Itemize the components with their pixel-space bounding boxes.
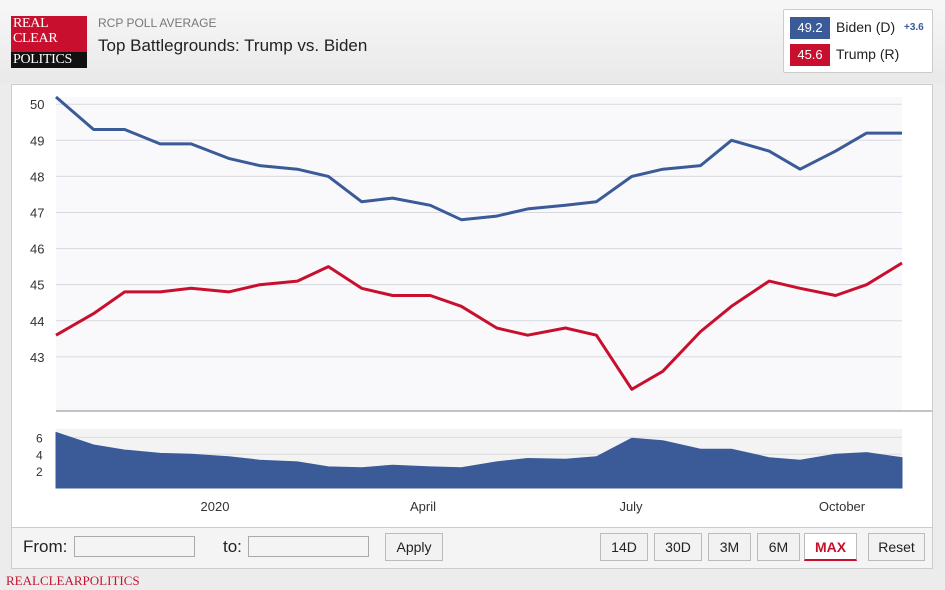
trump-line[interactable] [55, 261, 903, 391]
logo-black-bar: POLITICS [11, 52, 87, 68]
x-tick-label: October [819, 499, 866, 514]
legend-trump[interactable]: 45.6 Trump (R) [790, 44, 930, 66]
nav-y-tick-label: 6 [36, 431, 43, 445]
chart-header: REAL CLEAR POLITICS RCP POLL AVERAGE Top… [0, 0, 945, 83]
legend-biden[interactable]: 49.2 Biden (D) +3.6 [790, 17, 930, 39]
x-tick-label: April [410, 499, 436, 514]
x-tick-label: July [619, 499, 643, 514]
nav-y-tick-label: 4 [36, 448, 43, 462]
biden-value-badge: 49.2 [790, 17, 830, 39]
range-30d-button[interactable]: 30D [654, 533, 702, 561]
to-date-input[interactable] [248, 536, 369, 557]
spread-area[interactable] [55, 431, 903, 489]
x-tick-label: 2020 [201, 499, 230, 514]
biden-line[interactable] [55, 95, 902, 222]
y-tick-label: 44 [30, 314, 44, 329]
chart-subtitle: RCP POLL AVERAGE [98, 16, 217, 30]
y-tick-label: 46 [30, 242, 44, 257]
y-tick-label: 43 [30, 350, 44, 365]
rcp-logo[interactable]: REAL CLEAR POLITICS [11, 16, 87, 68]
apply-button[interactable]: Apply [385, 533, 443, 561]
chart-title: Top Battlegrounds: Trump vs. Biden [98, 36, 368, 55]
y-tick-label: 49 [30, 133, 44, 148]
logo-line-real: REAL [13, 16, 49, 31]
range-6m-button[interactable]: 6M [757, 533, 800, 561]
logo-line-clear: CLEAR [13, 31, 58, 46]
biden-legend-label: Biden (D) [836, 19, 896, 35]
from-date-input[interactable] [74, 536, 195, 557]
y-tick-label: 50 [30, 97, 44, 112]
y-tick-label: 47 [30, 205, 44, 220]
spread-value: +3.6 [904, 22, 924, 33]
footer-brand[interactable]: REALCLEARPOLITICS [6, 573, 140, 588]
nav-y-tick-label: 2 [36, 465, 43, 479]
reset-button[interactable]: Reset [868, 533, 925, 561]
y-tick-label: 45 [30, 278, 44, 293]
logo-line-politics: POLITICS [13, 52, 73, 67]
to-label: to: [223, 537, 242, 556]
date-controls: From: to: Apply 14D 30D 3M 6M MAX Reset [11, 527, 933, 569]
from-label: From: [23, 537, 68, 556]
trump-value-badge: 45.6 [790, 44, 830, 66]
range-14d-button[interactable]: 14D [600, 533, 648, 561]
legend: 49.2 Biden (D) +3.6 45.6 Trump (R) [783, 9, 933, 73]
range-3m-button[interactable]: 3M [708, 533, 751, 561]
y-tick-label: 48 [30, 169, 44, 184]
range-max-button[interactable]: MAX [804, 533, 857, 561]
trump-legend-label: Trump (R) [836, 46, 900, 62]
